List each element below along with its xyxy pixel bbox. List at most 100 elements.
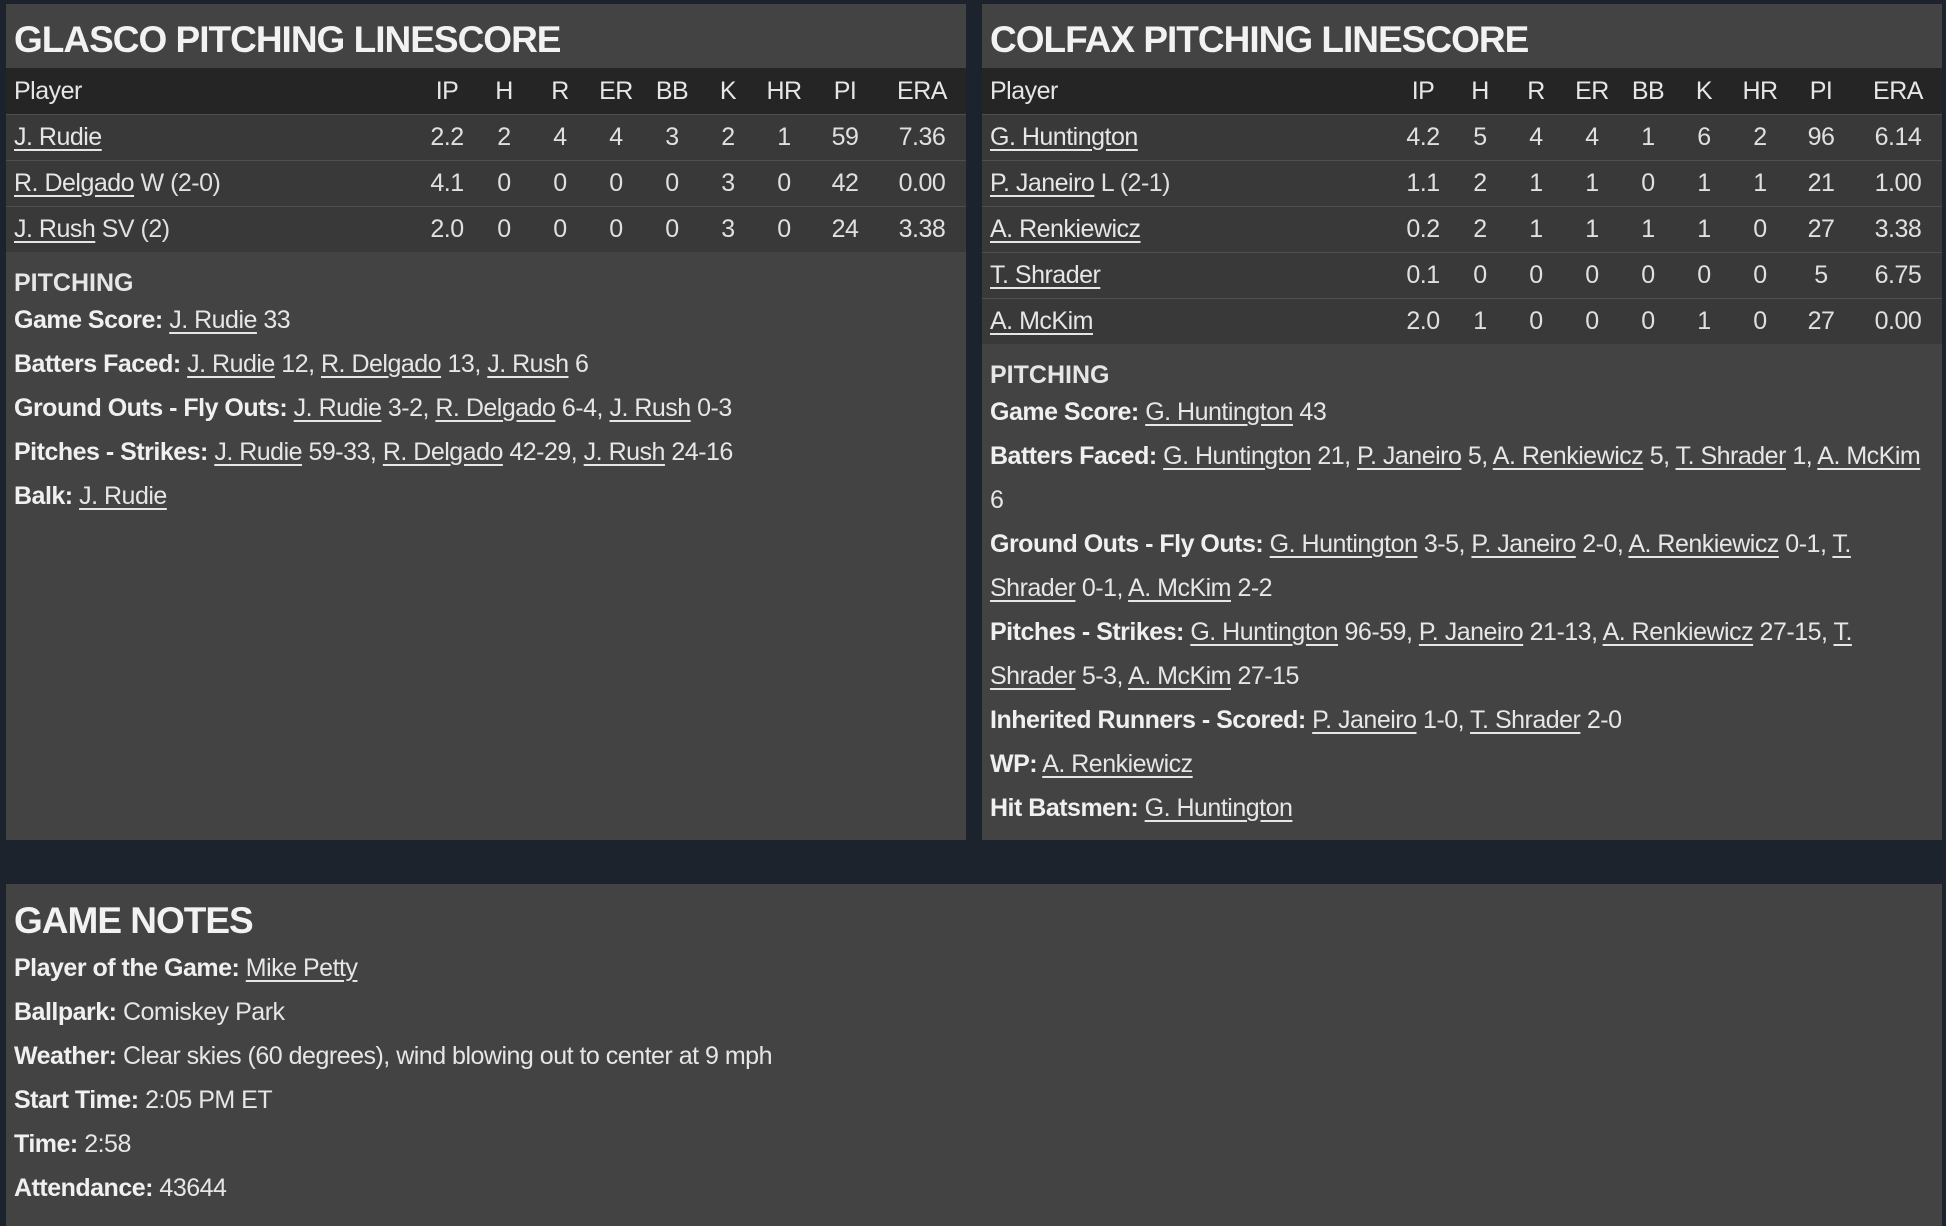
player-cell: R. Delgado W (2-0) xyxy=(6,160,418,207)
game-note-line: Attendance: 43644 xyxy=(6,1166,1942,1210)
player-link[interactable]: R. Delgado xyxy=(435,394,556,422)
column-header-hr[interactable]: HR xyxy=(1732,68,1788,115)
game-notes-title: GAME NOTES xyxy=(14,900,254,941)
player-link[interactable]: G. Huntington xyxy=(1190,618,1339,646)
player-link[interactable]: J. Rudie xyxy=(169,306,257,334)
player-link[interactable]: G. Huntington xyxy=(1269,530,1418,558)
stat-h: 0 xyxy=(1452,252,1508,299)
stat-hr: 0 xyxy=(756,206,812,252)
column-header-player[interactable]: Player xyxy=(982,68,1394,115)
stat-h: 2 xyxy=(1452,160,1508,207)
player-link[interactable]: R. Delgado xyxy=(382,438,504,466)
player-link[interactable]: A. McKim xyxy=(1128,662,1231,690)
game-note-line: Time: 2:58 xyxy=(6,1122,1942,1166)
column-header-r[interactable]: R xyxy=(1508,68,1564,115)
player-link[interactable]: J. Rudie xyxy=(14,123,102,151)
player-link[interactable]: J. Rush xyxy=(609,394,691,422)
pitching-detail-line: Inherited Runners - Scored: P. Janeiro 1… xyxy=(982,698,1942,742)
stat-era: 6.14 xyxy=(1854,114,1942,161)
stat-bb: 3 xyxy=(644,114,700,161)
player-link[interactable]: A. Renkiewicz xyxy=(1042,750,1193,778)
player-link[interactable]: J. Rudie xyxy=(79,482,167,510)
player-link[interactable]: A. McKim xyxy=(1817,442,1921,470)
player-cell: T. Shrader xyxy=(982,252,1394,299)
player-link[interactable]: A. Renkiewicz xyxy=(990,215,1141,243)
stat-er: 1 xyxy=(1564,206,1620,253)
detail-label: Inherited Runners - Scored: xyxy=(990,706,1306,734)
table-row: G. Huntington 4.2 5 4 4 1 6 2 96 6.14 xyxy=(982,114,1942,161)
detail-label: Ground Outs - Fly Outs: xyxy=(990,530,1264,558)
stat-pi: 27 xyxy=(1788,206,1854,253)
stat-pi: 59 xyxy=(812,114,878,161)
player-link[interactable]: T. Shrader xyxy=(990,530,1851,602)
player-link[interactable]: A. Renkiewicz xyxy=(1628,530,1779,558)
player-link[interactable]: A. McKim xyxy=(1128,574,1231,602)
detail-value: 5, xyxy=(1643,442,1676,470)
column-header-bb[interactable]: BB xyxy=(1620,68,1676,115)
player-link[interactable]: J. Rush xyxy=(487,350,569,378)
player-link[interactable]: G. Huntington xyxy=(990,123,1138,151)
player-link[interactable]: T. Shrader xyxy=(1470,706,1581,734)
player-of-game-link[interactable]: Mike Petty xyxy=(245,954,358,982)
column-header-era[interactable]: ERA xyxy=(878,68,966,115)
column-header-er[interactable]: ER xyxy=(588,68,644,115)
detail-label: Batters Faced: xyxy=(14,350,181,378)
column-header-h[interactable]: H xyxy=(1452,68,1508,115)
column-header-bb[interactable]: BB xyxy=(644,68,700,115)
column-header-k[interactable]: K xyxy=(1676,68,1732,115)
stat-k: 3 xyxy=(700,206,756,252)
player-link[interactable]: J. Rush xyxy=(583,438,666,466)
player-link[interactable]: G. Huntington xyxy=(1163,442,1311,470)
note-label: Attendance: xyxy=(14,1174,153,1202)
game-notes-panel: GAME NOTES Player of the Game: Mike Pett… xyxy=(6,884,1942,1226)
column-header-pi[interactable]: PI xyxy=(812,68,878,115)
pitching-detail-line: Game Score: G. Huntington 43 xyxy=(982,390,1942,434)
game-note-line: Start Time: 2:05 PM ET xyxy=(6,1078,1942,1122)
column-header-k[interactable]: K xyxy=(700,68,756,115)
table-row: P. Janeiro L (2-1) 1.1 2 1 1 0 1 1 21 1.00 xyxy=(982,160,1942,207)
detail-value: 1, xyxy=(1785,442,1818,470)
player-link[interactable]: T. Shrader xyxy=(990,261,1101,289)
player-link[interactable]: A. Renkiewicz xyxy=(1602,618,1754,646)
player-link[interactable]: P. Janeiro xyxy=(990,169,1095,197)
column-header-era[interactable]: ERA xyxy=(1854,68,1942,115)
player-link[interactable]: G. Huntington xyxy=(1145,398,1293,426)
stat-er: 4 xyxy=(1564,114,1620,161)
player-link[interactable]: J. Rudie xyxy=(293,394,382,422)
player-link[interactable]: A. Renkiewicz xyxy=(1492,442,1644,470)
player-link[interactable]: R. Delgado xyxy=(321,350,442,378)
player-link[interactable]: J. Rudie xyxy=(214,438,303,466)
stat-era: 3.38 xyxy=(878,206,966,252)
glasco-pitching-table: Player IP H R ER BB K HR PI ERA J. Rudie 2.2 2 4 4 3 2 1 5… xyxy=(6,68,966,252)
column-header-h[interactable]: H xyxy=(476,68,532,115)
player-link[interactable]: A. McKim xyxy=(990,307,1093,335)
player-link[interactable]: J. Rudie xyxy=(187,350,275,378)
column-header-r[interactable]: R xyxy=(532,68,588,115)
player-link[interactable]: J. Rush xyxy=(14,215,96,243)
detail-value: 96-59, xyxy=(1338,618,1419,646)
stat-hr: 0 xyxy=(1732,298,1788,344)
stat-ip: 2.2 xyxy=(418,114,476,161)
player-link[interactable]: P. Janeiro xyxy=(1312,706,1417,734)
column-header-pi[interactable]: PI xyxy=(1788,68,1854,115)
note-value: Clear skies (60 degrees), wind blowing o… xyxy=(122,1042,773,1070)
column-header-er[interactable]: ER xyxy=(1564,68,1620,115)
column-header-ip[interactable]: IP xyxy=(1394,68,1452,115)
glasco-pitching-panel: GLASCO PITCHING LINESCORE Player IP H R ER BB K… xyxy=(6,4,966,840)
pitching-detail-line: Pitches - Strikes: G. Huntington 96-59, … xyxy=(982,610,1942,698)
column-header-ip[interactable]: IP xyxy=(418,68,476,115)
player-link[interactable]: G. Huntington xyxy=(1144,794,1293,822)
stat-k: 2 xyxy=(700,114,756,161)
player-cell: G. Huntington xyxy=(982,114,1394,161)
player-link[interactable]: T. Shrader xyxy=(1675,442,1787,470)
detail-value: 2-0 xyxy=(1580,706,1622,734)
player-link[interactable]: P. Janeiro xyxy=(1357,442,1462,470)
colfax-pitching-panel: COLFAX PITCHING LINESCORE Player IP H R ER BB K… xyxy=(982,4,1942,840)
player-link[interactable]: P. Janeiro xyxy=(1471,530,1576,558)
column-header-player[interactable]: Player xyxy=(6,68,418,115)
player-link[interactable]: R. Delgado xyxy=(14,169,135,197)
column-header-hr[interactable]: HR xyxy=(756,68,812,115)
stat-r: 0 xyxy=(1508,252,1564,299)
player-link[interactable]: P. Janeiro xyxy=(1418,618,1524,646)
player-link[interactable]: T. Shrader xyxy=(990,618,1852,690)
